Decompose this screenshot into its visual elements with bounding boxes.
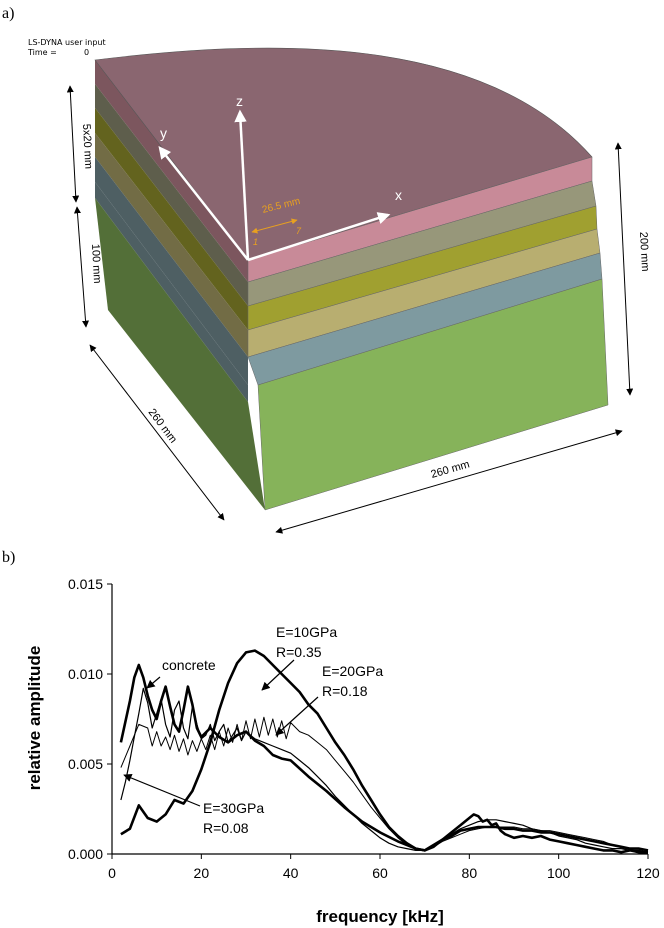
panel-b: b) 0 20 40 60 80 100 120 0.000 0.005 0.010 0.015 c… <box>2 549 660 926</box>
x-axis-arrow <box>247 212 391 262</box>
panel-a-label: a) <box>2 5 14 22</box>
left-face-layer-4 <box>95 133 248 357</box>
dim-height-arrow <box>614 142 634 396</box>
node-1-label: 1 <box>253 237 258 247</box>
dim-height-label: 200 mm <box>637 232 651 272</box>
annotation-e20-line1: E=20GPa <box>322 663 383 679</box>
x-tick-label: 40 <box>283 865 299 881</box>
y-axis-label: y <box>160 125 167 141</box>
x-tick-label: 80 <box>462 865 478 881</box>
series-line-4 <box>120 687 649 853</box>
annotation-e10-line1: E=10GPa <box>276 624 337 640</box>
radius-arrow <box>251 218 298 234</box>
y-tick-label: 0.010 <box>68 666 103 682</box>
dim-width-label: 260 mm <box>430 458 472 480</box>
y-axis-title: relative amplitude <box>25 646 44 791</box>
z-axis-arrow <box>234 109 250 261</box>
y-tick-label: 0.015 <box>68 576 103 592</box>
header-time-label: Time = <box>27 48 57 57</box>
annotation-e30-arrow <box>123 773 201 807</box>
series-line-2 <box>120 649 649 852</box>
dim-layers-label: 5x20 mm <box>80 124 94 170</box>
x-tick-label: 100 <box>547 865 571 881</box>
dim-base-arrow <box>73 206 90 328</box>
y-tick-label: 0.005 <box>68 756 103 772</box>
annotation-e30-line1: E=30GPa <box>203 800 264 816</box>
x-tick-label: 120 <box>636 865 660 881</box>
dim-depth-arrow <box>89 344 225 521</box>
annotation-e20-line2: R=0.18 <box>322 683 368 699</box>
x-axis-label: x <box>395 187 402 203</box>
dim-layers-arrow <box>66 85 80 203</box>
x-axis-title: frequency [kHz] <box>316 907 444 926</box>
left-face-layer-1 <box>95 60 248 282</box>
node-7-label: 7 <box>296 226 302 236</box>
panel-a: a) LS-DYNA user input Time = 0 <box>2 5 651 534</box>
header-title: LS-DYNA user input <box>28 38 106 47</box>
annotation-e10-arrow <box>261 659 295 691</box>
dim-base-label: 100 mm <box>89 244 103 284</box>
panel-b-label: b) <box>2 549 15 566</box>
z-axis-label: z <box>236 93 243 109</box>
annotation-concrete: concrete <box>162 657 216 673</box>
dim-width-arrow <box>275 429 623 534</box>
annotation-e20-arrow <box>275 696 319 736</box>
x-tick-label: 0 <box>108 865 116 881</box>
x-tick-label: 20 <box>194 865 210 881</box>
header-time-value: 0 <box>84 48 89 57</box>
y-tick-label: 0.000 <box>68 846 103 862</box>
left-face-layer-2 <box>95 84 248 306</box>
annotations: concrete E=10GPa R=0.35 E=20GPa R=0.18 E… <box>123 624 383 836</box>
series-lines <box>119 649 649 854</box>
annotation-e10-line2: R=0.35 <box>276 644 322 660</box>
left-face-layer-3 <box>95 108 248 330</box>
top-face <box>94 47 593 261</box>
annotation-e30-line2: R=0.08 <box>203 820 249 836</box>
annotation-concrete-arrow <box>146 676 161 689</box>
tick-labels: 0 20 40 60 80 100 120 0.000 0.005 0.010 0.015 <box>68 576 660 881</box>
left-face-layer-5 <box>95 157 248 385</box>
x-tick-label: 60 <box>372 865 388 881</box>
y-axis-arrow <box>158 146 249 261</box>
